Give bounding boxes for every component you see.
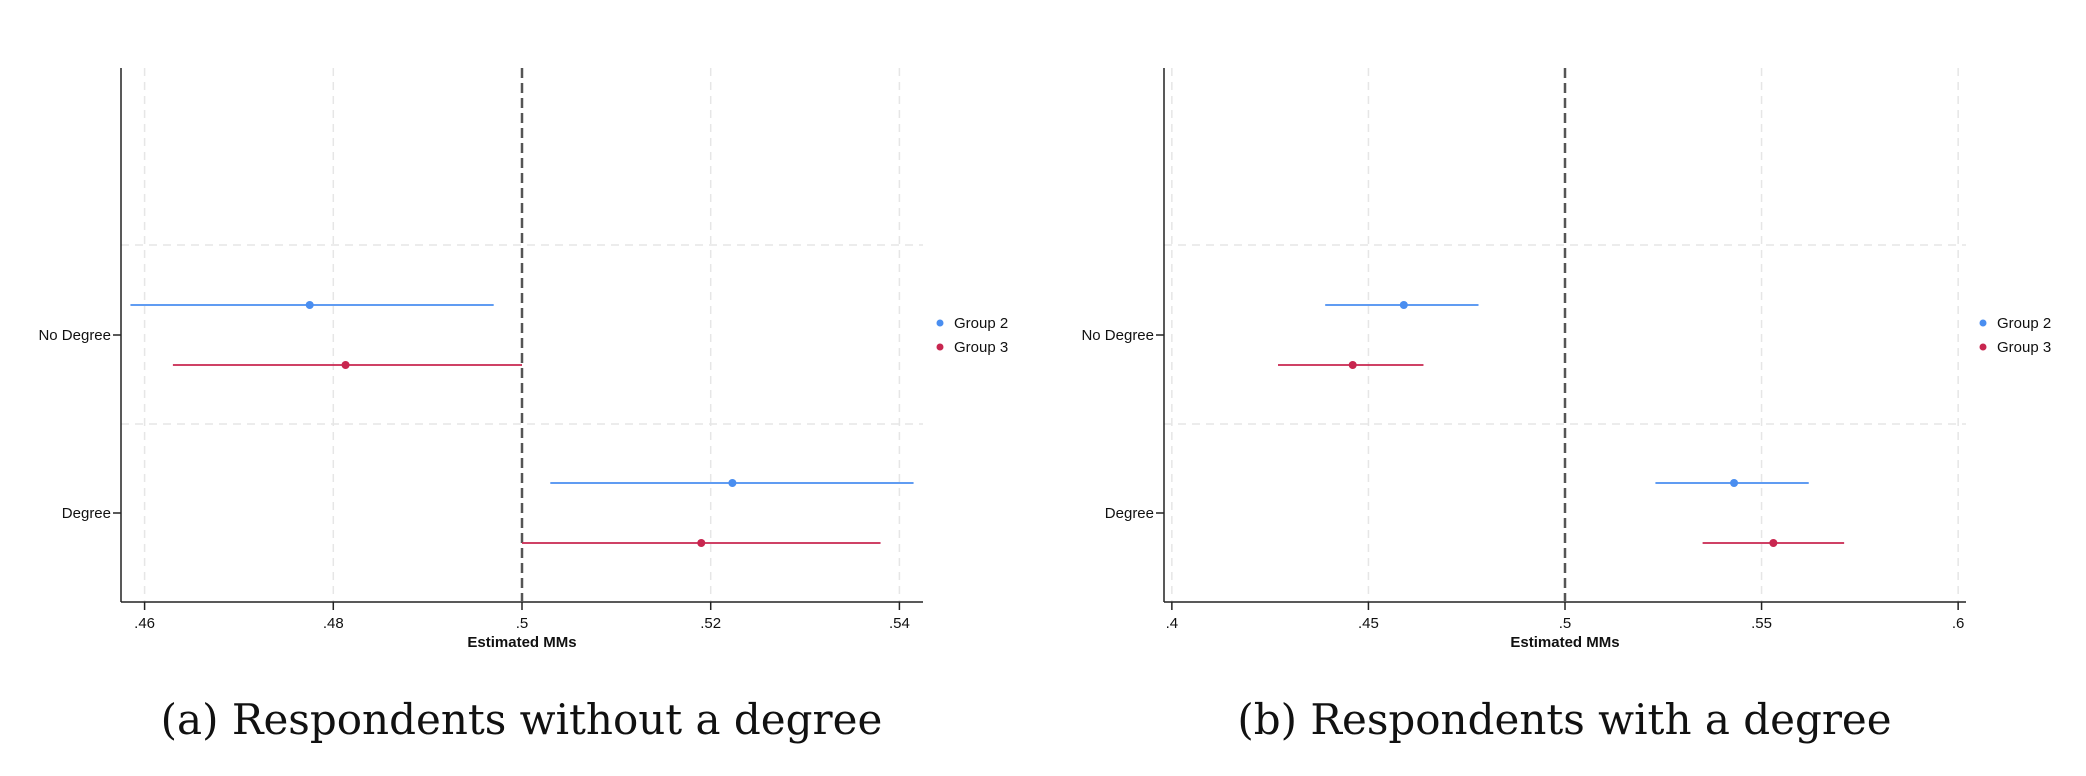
chart-b-x-tick-label: .6	[1952, 615, 1965, 632]
chart-a-plot: .46 .48 .5 .52 .54 Estimated MMs No Degree Degr…	[38, 68, 1008, 651]
chart-a-x-tick-label: .52	[700, 615, 721, 632]
chart-panel-b: .4 .45 .5 .55 .6 Estimated MMs No Degree Degree…	[1043, 0, 2086, 776]
chart-b-x-tick-label: .55	[1751, 615, 1772, 632]
chart-a-category-label: No Degree	[38, 327, 111, 344]
chart-a-point-estimate	[697, 539, 706, 547]
chart-b-point-estimate	[1348, 361, 1357, 369]
chart-b-x-tick-label: .4	[1166, 615, 1179, 632]
chart-a-x-axis-title: Estimated MMs	[467, 634, 576, 651]
chart-panel-a: .46 .48 .5 .52 .54 Estimated MMs No Degree Degr…	[38, 68, 1008, 744]
chart-b-x-axis-title: Estimated MMs	[1510, 634, 1619, 651]
chart-b-legend-marker	[1979, 343, 1987, 351]
chart-b-x-tick-label: .5	[1559, 615, 1572, 632]
chart-a-category-label: Degree	[62, 505, 111, 522]
chart-a-legend-marker	[936, 343, 944, 351]
chart-a-caption: (a) Respondents without a degree	[160, 695, 883, 744]
chart-b-legend-marker	[1979, 319, 1987, 327]
chart-b-legend-label: Group 2	[1997, 315, 2051, 332]
chart-a-x-tick-label: .48	[323, 615, 344, 632]
chart-a-point-estimate	[728, 479, 737, 487]
chart-b-x-tick-label: .45	[1358, 615, 1379, 632]
chart-a-x-tick-label: .54	[889, 615, 910, 632]
chart-a-legend-label: Group 2	[954, 315, 1008, 332]
chart-b-category-label: Degree	[1105, 505, 1154, 522]
chart-a-point-estimate	[341, 361, 350, 369]
chart-a-x-tick-label: .46	[134, 615, 155, 632]
chart-a-legend-label: Group 3	[954, 339, 1008, 356]
chart-b-caption: (b) Respondents with a degree	[1237, 695, 1892, 744]
chart-a-x-tick-label: .5	[516, 615, 529, 632]
chart-b-point-estimate	[1769, 539, 1778, 547]
chart-b-point-estimate	[1399, 301, 1408, 309]
chart-b-plot: .4 .45 .5 .55 .6 Estimated MMs No Degree Degree…	[1081, 68, 2051, 651]
chart-b-point-estimate	[1730, 479, 1739, 487]
chart-b-category-label: No Degree	[1081, 327, 1154, 344]
chart-b-legend-label: Group 3	[1997, 339, 2051, 356]
chart-a-point-estimate	[305, 301, 314, 309]
chart-a-legend-marker	[936, 319, 944, 327]
